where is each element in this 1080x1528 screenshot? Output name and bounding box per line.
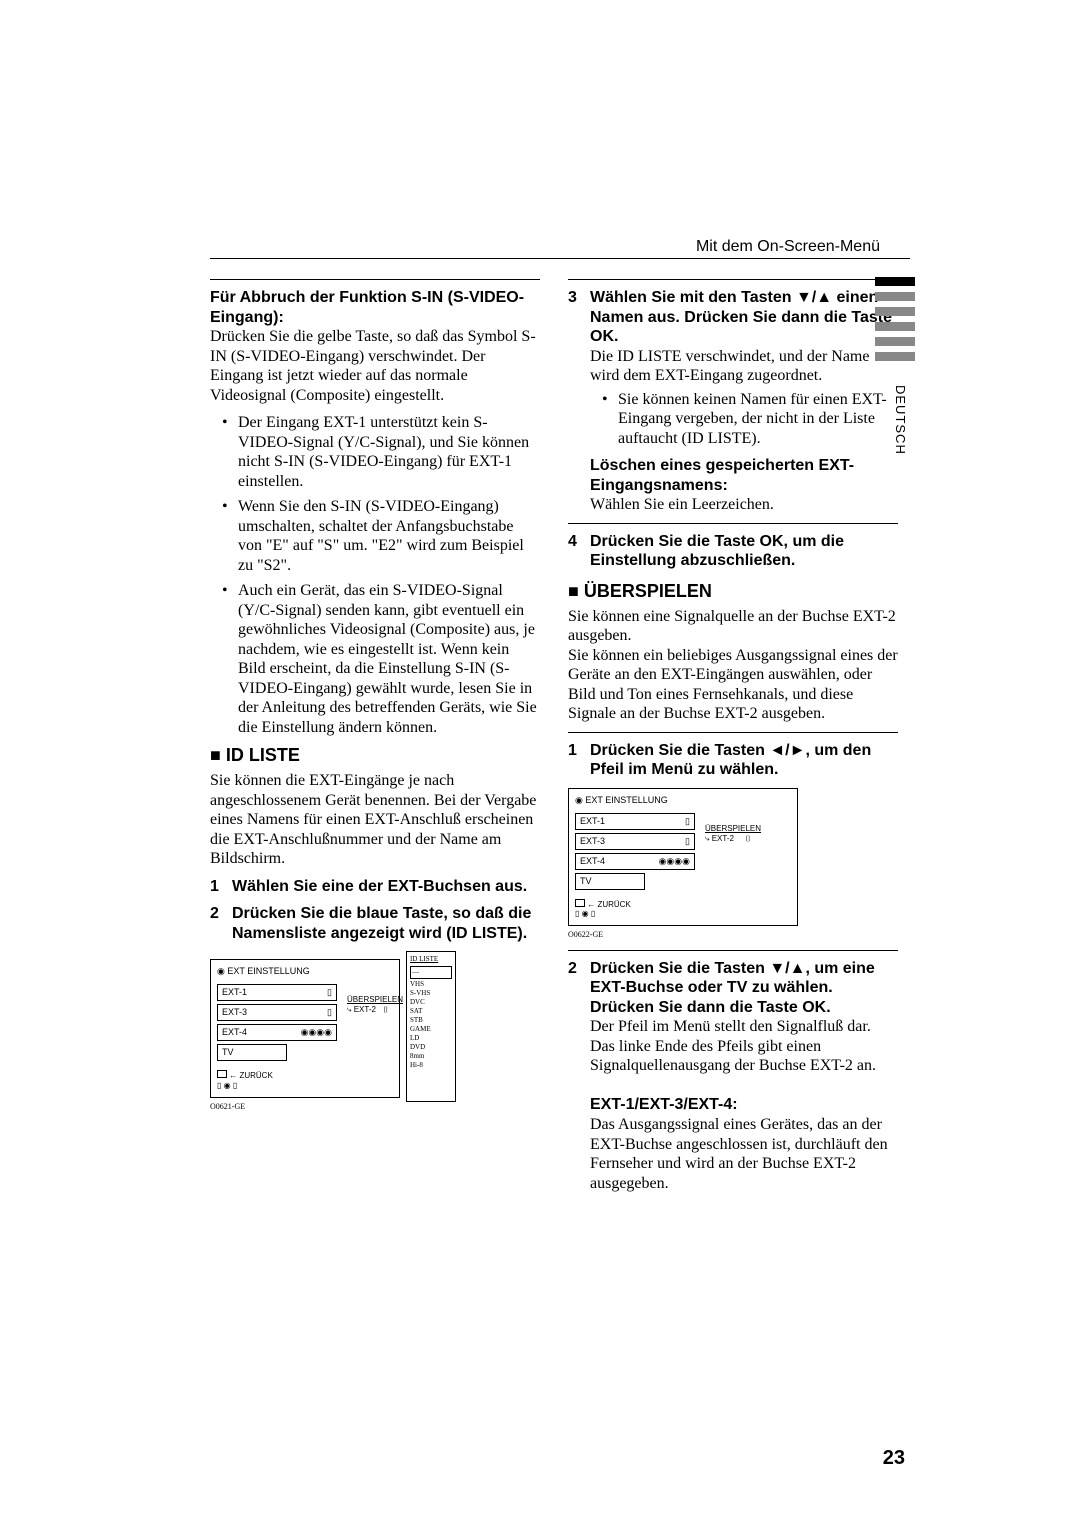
ueber-step-1: 1 Drücken Sie die Tasten ◄/►, um den Pfe… (568, 741, 898, 780)
diagram-overlay: ÜBERSPIELEN ⤷ EXT-2 ▯ (705, 810, 761, 893)
ueber-body: Sie können eine Signalquelle an der Buch… (568, 607, 898, 724)
idliste-heading: ID LISTE (210, 745, 540, 767)
list-item: Sie können keinen Namen für einen EXT-Ei… (608, 390, 898, 449)
side-tab (875, 292, 915, 301)
diagram-row: EXT-3▯ (217, 1004, 337, 1021)
diagram-row: EXT-1▯ (575, 813, 695, 830)
loeschen-body: Wählen Sie ein Leerzeichen. (590, 496, 774, 513)
diagram-row: EXT-4◉◉◉◉ (217, 1024, 337, 1041)
ext-body: Das Ausgangssignal eines Gerätes, das an… (590, 1116, 888, 1192)
content-columns: Für Abbruch der Funktion S-IN (S-VIDEO-E… (210, 275, 910, 1201)
diagram-row: EXT-4◉◉◉◉ (575, 853, 695, 870)
step-number: 1 (210, 877, 224, 897)
abbruch-bullets: Der Eingang EXT-1 unterstützt kein S-VID… (210, 413, 540, 737)
list-item: Auch ein Gerät, das ein S-VIDEO-Signal (… (228, 581, 540, 737)
step-text: Drücken Sie die Taste OK, um die Einstel… (590, 532, 898, 571)
step-number: 4 (568, 532, 582, 571)
abbruch-body: Drücken Sie die gelbe Taste, so daß das … (210, 328, 536, 404)
page: Mit dem On-Screen-Menü DEUTSCH Für Abbru… (0, 0, 1080, 1528)
diagram-caption: O0621-GE (210, 1102, 540, 1112)
step-number: 2 (568, 959, 582, 1193)
step-text: Wählen Sie mit den Tasten ▼/▲ einen Name… (590, 288, 898, 515)
ext-heading: EXT-1/EXT-3/EXT-4: (590, 1096, 738, 1113)
step-4: 4 Drücken Sie die Taste OK, um die Einst… (568, 532, 898, 571)
diagram-row: EXT-1▯ (217, 984, 337, 1001)
step-text: Wählen Sie eine der EXT-Buchsen aus. (232, 877, 540, 897)
rule (568, 523, 898, 524)
idliste-body: Sie können die EXT-Eingänge je nach ange… (210, 771, 540, 869)
step-number: 3 (568, 288, 582, 515)
step-number: 2 (210, 904, 224, 943)
paragraph: Für Abbruch der Funktion S-IN (S-VIDEO-E… (210, 288, 540, 405)
abbruch-heading: Für Abbruch der Funktion S-IN (S-VIDEO-E… (210, 289, 524, 326)
step-2: 2 Drücken Sie die blaue Taste, so daß di… (210, 904, 540, 943)
step-number: 1 (568, 741, 582, 780)
step-text: Drücken Sie die Tasten ▼/▲, um eine EXT-… (590, 959, 898, 1193)
ueber-step-2: 2 Drücken Sie die Tasten ▼/▲, um eine EX… (568, 959, 898, 1193)
step-text: Drücken Sie die Tasten ◄/►, um den Pfeil… (590, 741, 898, 780)
diagram-side-list: ID LISTE — VHS S-VHS DVC SAT STB GAME LD… (406, 951, 456, 1101)
rule (210, 279, 540, 280)
page-number: 23 (883, 1447, 905, 1470)
ueberspielen-heading: ÜBERSPIELEN (568, 581, 898, 603)
diagram-2: ◉ EXT EINSTELLUNG EXT-1▯ EXT-3▯ EXT-4◉◉◉… (568, 788, 798, 926)
diagram-footer: ← ZURÜCK▯ ◉ ▯ (217, 1070, 393, 1091)
left-column: Für Abbruch der Funktion S-IN (S-VIDEO-E… (210, 275, 540, 1201)
step-text: Drücken Sie die blaue Taste, so daß die … (232, 904, 540, 943)
diagram-title: ◉ EXT EINSTELLUNG (217, 966, 393, 977)
diagram-1: ◉ EXT EINSTELLUNG EXT-1▯ EXT-3▯ EXT-4◉◉◉… (210, 959, 400, 1097)
diagram-row: TV (217, 1044, 287, 1061)
list-item: Der Eingang EXT-1 unterstützt kein S-VID… (228, 413, 540, 491)
side-tab (875, 307, 915, 316)
side-tab (875, 277, 915, 286)
side-tab (875, 337, 915, 346)
rule (568, 732, 898, 733)
diagram-overlay: ÜBERSPIELEN ⤷ EXT-2 ▯ (347, 981, 403, 1064)
header-rule (210, 258, 910, 259)
list-item: Wenn Sie den S-IN (S-VIDEO-Eingang) umsc… (228, 497, 540, 575)
side-index-tabs (875, 277, 915, 367)
diagram-title: ◉ EXT EINSTELLUNG (575, 795, 791, 806)
diagram-caption: O0622-GE (568, 930, 898, 940)
diagram-1-wrap: ◉ EXT EINSTELLUNG EXT-1▯ EXT-3▯ EXT-4◉◉◉… (210, 951, 540, 1101)
diagram-row: TV (575, 873, 645, 890)
header-section: Mit dem On-Screen-Menü (696, 238, 880, 256)
rule (568, 950, 898, 951)
side-tab (875, 322, 915, 331)
diagram-footer: ← ZURÜCK▯ ◉ ▯ (575, 899, 791, 920)
diagram-row: EXT-3▯ (575, 833, 695, 850)
step-1: 1 Wählen Sie eine der EXT-Buchsen aus. (210, 877, 540, 897)
loeschen-heading: Löschen eines gespeicherten EXT-Eingangs… (590, 457, 854, 494)
step-3: 3 Wählen Sie mit den Tasten ▼/▲ einen Na… (568, 288, 898, 515)
rule (568, 279, 898, 280)
right-column: 3 Wählen Sie mit den Tasten ▼/▲ einen Na… (568, 275, 898, 1201)
side-tab (875, 352, 915, 361)
